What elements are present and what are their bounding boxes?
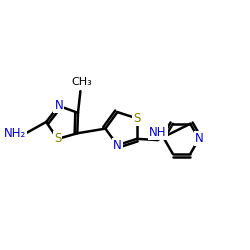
- Text: CH₃: CH₃: [71, 77, 92, 87]
- Text: S: S: [133, 112, 140, 125]
- Text: NH: NH: [149, 126, 166, 139]
- Text: N: N: [194, 132, 203, 145]
- Text: N: N: [113, 139, 122, 152]
- Text: NH₂: NH₂: [4, 127, 26, 140]
- Text: S: S: [54, 132, 61, 145]
- Text: N: N: [54, 99, 63, 112]
